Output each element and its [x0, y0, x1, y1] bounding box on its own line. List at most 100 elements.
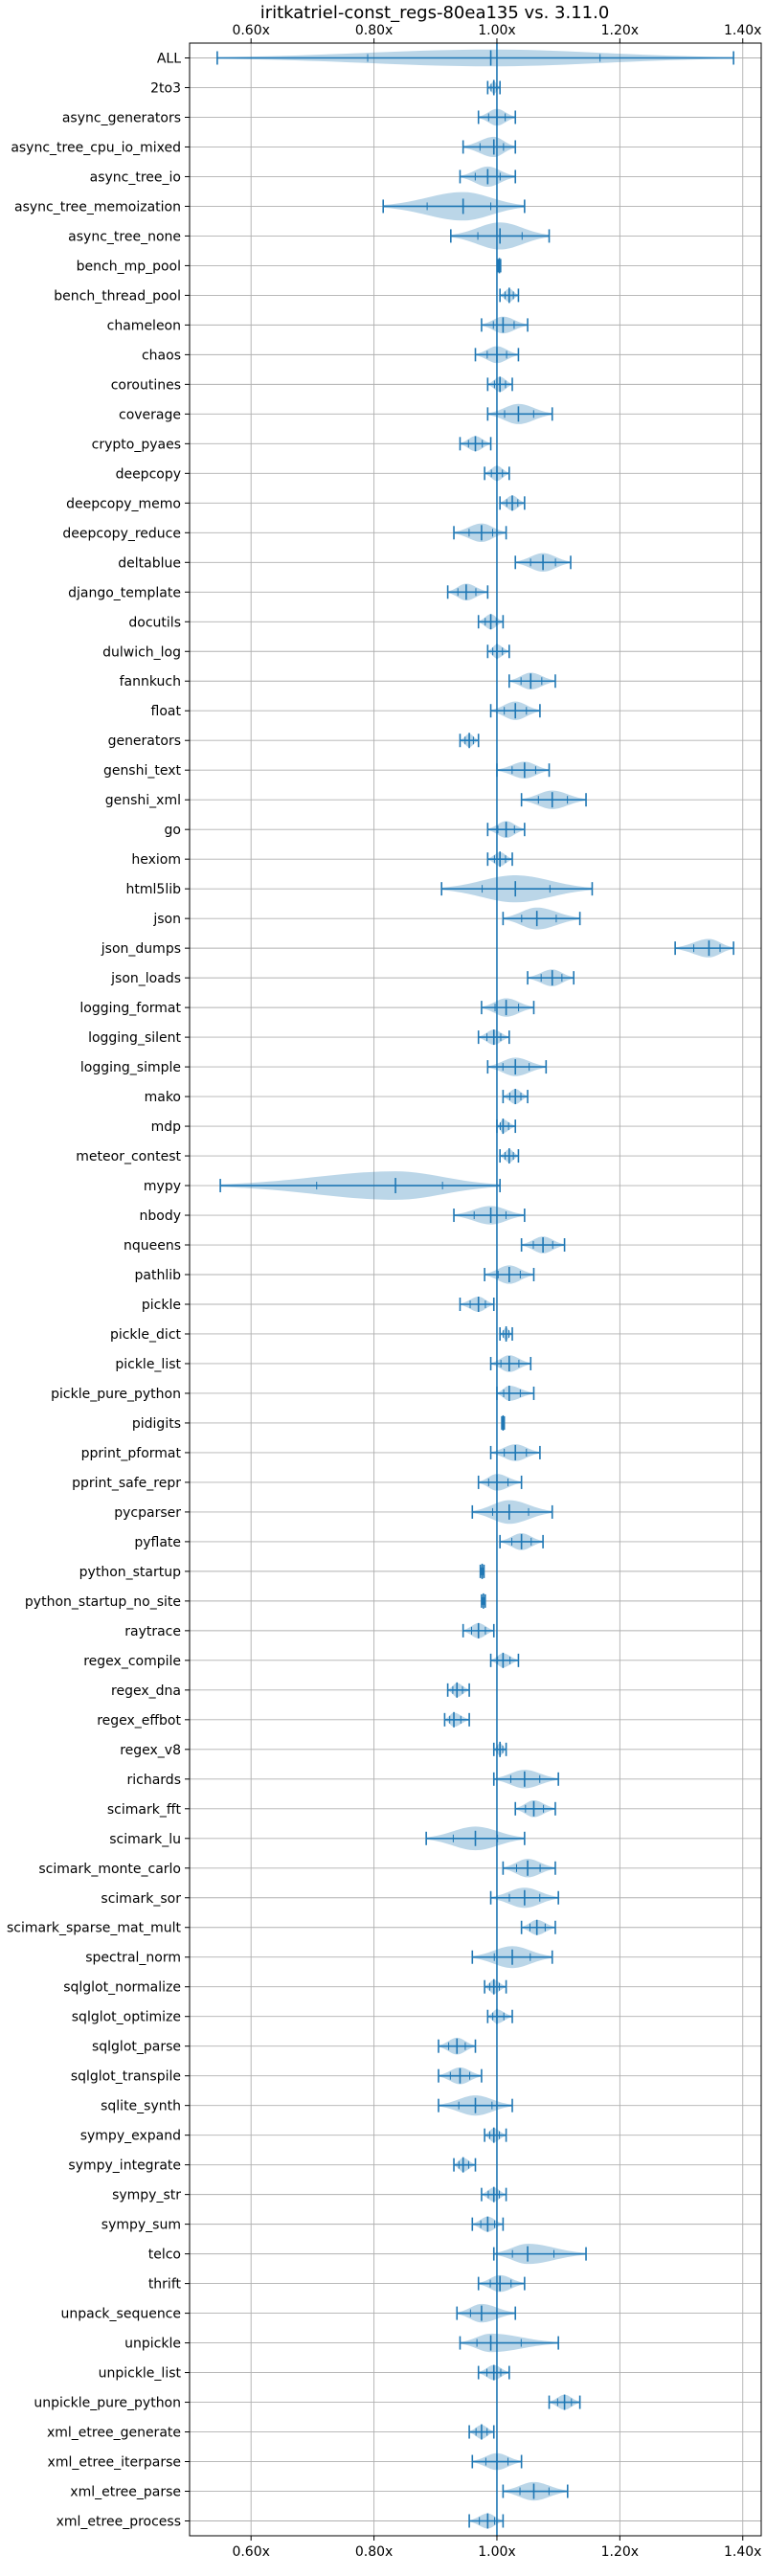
benchmark-label: nbody [140, 1209, 182, 1224]
benchmark-label: meteor_contest [76, 1149, 181, 1164]
violin-layer [216, 43, 734, 2536]
x-tick-label-bottom: 1.40x [724, 2544, 761, 2560]
benchmark-label: nqueens [124, 1238, 181, 1254]
benchmark-label: pickle [142, 1298, 181, 1313]
benchmark-label: chameleon [107, 318, 181, 333]
benchmark-label: spectral_norm [85, 1951, 181, 1966]
benchmark-label: deepcopy [116, 466, 181, 482]
benchmark-label: sympy_integrate [68, 2158, 181, 2174]
chart-title: iritkatriel-const_regs-80ea135 vs. 3.11.… [260, 3, 610, 23]
x-tick-label-top: 0.80x [355, 23, 393, 38]
benchmark-label: pprint_safe_repr [72, 1476, 181, 1491]
benchmark-label: regex_effbot [97, 1713, 181, 1729]
benchmark-label: logging_silent [88, 1030, 181, 1046]
benchmark-label: python_startup_no_site [25, 1594, 181, 1610]
label-layer: ALL 2to3 async_generators async_tree_cpu_io… [7, 51, 181, 2529]
x-tick-label-bottom: 1.00x [478, 2544, 515, 2560]
benchmark-label: async_tree_none [68, 229, 181, 244]
benchmark-label: bench_thread_pool [54, 288, 181, 304]
tick-layer: 0.60x 0.60x 0.80x 0.80x 1.00x 1.00x 1.20x 1.20x… [185, 23, 761, 2560]
benchmark-label: richards [127, 1773, 182, 1788]
benchmark-label: async_tree_io [90, 169, 181, 185]
benchmark-label: sqlglot_transpile [71, 2069, 181, 2085]
benchmark-label: pickle_list [115, 1357, 181, 1372]
benchmark-label: bench_mp_pool [77, 259, 181, 274]
benchmark-label: scimark_lu [109, 1832, 181, 1847]
benchmark-label: scimark_monte_carlo [38, 1862, 181, 1877]
benchmark-label: xml_etree_process [56, 2515, 181, 2530]
benchmark-label: pidigits [132, 1416, 181, 1432]
x-tick-label-bottom: 0.60x [232, 2544, 269, 2560]
benchmark-label: pycparser [114, 1505, 181, 1521]
benchmark-label: json [152, 912, 181, 927]
benchmark-label: logging_simple [80, 1060, 181, 1075]
benchmark-label: html5lib [126, 882, 182, 897]
benchmark-label: 2to3 [150, 80, 181, 96]
benchmark-label: deepcopy_reduce [62, 526, 181, 541]
benchmark-label: async_tree_memoization [14, 199, 181, 215]
benchmark-label: regex_dna [111, 1683, 181, 1699]
benchmark-label: hexiom [131, 852, 181, 868]
benchmark-label: json_loads [110, 971, 181, 986]
x-tick-label-bottom: 1.20x [601, 2544, 639, 2560]
benchmark-label: mypy [144, 1179, 181, 1194]
benchmark-label: json_dumps [101, 941, 181, 957]
benchmark-label: dulwich_log [102, 644, 181, 660]
benchmark-label: sympy_str [112, 2188, 181, 2203]
benchmark-label: python_startup [79, 1565, 181, 1580]
x-tick-label-top: 1.00x [478, 23, 515, 38]
benchmark-label: mako [145, 1090, 181, 1105]
benchmark-label: regex_compile [83, 1654, 181, 1669]
x-tick-label-top: 1.20x [601, 23, 639, 38]
benchmark-label: fannkuch [120, 674, 181, 689]
benchmark-label: docutils [128, 615, 181, 630]
benchmark-label: thrift [148, 2277, 182, 2293]
benchmark-label: crypto_pyaes [92, 437, 181, 452]
benchmark-label: genshi_text [103, 763, 182, 779]
benchmark-label: xml_etree_parse [70, 2485, 181, 2500]
benchmark-label: scimark_sor [101, 1891, 181, 1907]
benchmark-label: ALL [157, 51, 181, 66]
benchmark-label: sympy_expand [80, 2129, 181, 2144]
plot-frame [189, 42, 762, 2537]
benchmark-label: pyflate [134, 1535, 181, 1550]
benchmark-label: deltablue [118, 555, 181, 571]
benchmark-label: logging_format [79, 1001, 181, 1016]
benchmark-label: sqlglot_normalize [63, 1980, 181, 1996]
benchmark-label: pprint_pformat [81, 1446, 182, 1461]
benchmark-label: sympy_sum [101, 2218, 181, 2233]
benchmark-label: pickle_dict [110, 1327, 182, 1343]
benchmark-label: async_tree_cpu_io_mixed [11, 140, 181, 155]
benchmark-label: unpickle_list [99, 2366, 182, 2382]
x-tick-label-bottom: 0.80x [355, 2544, 393, 2560]
benchmark-label: float [151, 704, 182, 719]
benchmark-label: generators [108, 734, 181, 749]
x-tick-label-top: 0.60x [232, 23, 269, 38]
benchmark-label: pathlib [135, 1268, 182, 1283]
benchmark-label: regex_v8 [120, 1743, 181, 1758]
benchmark-label: async_generators [62, 110, 181, 125]
benchmark-label: pickle_pure_python [51, 1387, 181, 1402]
benchmark-label: telco [148, 2248, 181, 2263]
benchmark-label: coverage [119, 407, 181, 422]
benchmark-label: unpickle [124, 2337, 181, 2352]
benchmark-label: xml_etree_generate [47, 2426, 181, 2441]
benchmark-label: scimark_sparse_mat_mult [7, 1921, 181, 1936]
benchmark-label: mdp [151, 1119, 182, 1135]
x-tick-label-top: 1.40x [724, 23, 761, 38]
benchmark-label: unpickle_pure_python [34, 2396, 181, 2411]
benchmark-label: xml_etree_iterparse [48, 2455, 181, 2471]
benchmark-label: sqlite_synth [101, 2099, 181, 2114]
benchmark-label: unpack_sequence [61, 2307, 181, 2322]
benchmark-label: go [165, 823, 181, 838]
benchmark-label: raytrace [124, 1624, 181, 1639]
benchmark-label: django_template [68, 585, 181, 600]
benchmark-label: sqlglot_parse [92, 2040, 181, 2055]
benchmark-label: scimark_fft [107, 1802, 182, 1818]
benchmark-label: chaos [142, 348, 181, 363]
benchmark-label: sqlglot_optimize [72, 2010, 181, 2025]
benchmark-label: deepcopy_memo [66, 496, 181, 511]
benchmark-label: coroutines [111, 377, 181, 393]
benchmark-label: genshi_xml [105, 793, 181, 808]
